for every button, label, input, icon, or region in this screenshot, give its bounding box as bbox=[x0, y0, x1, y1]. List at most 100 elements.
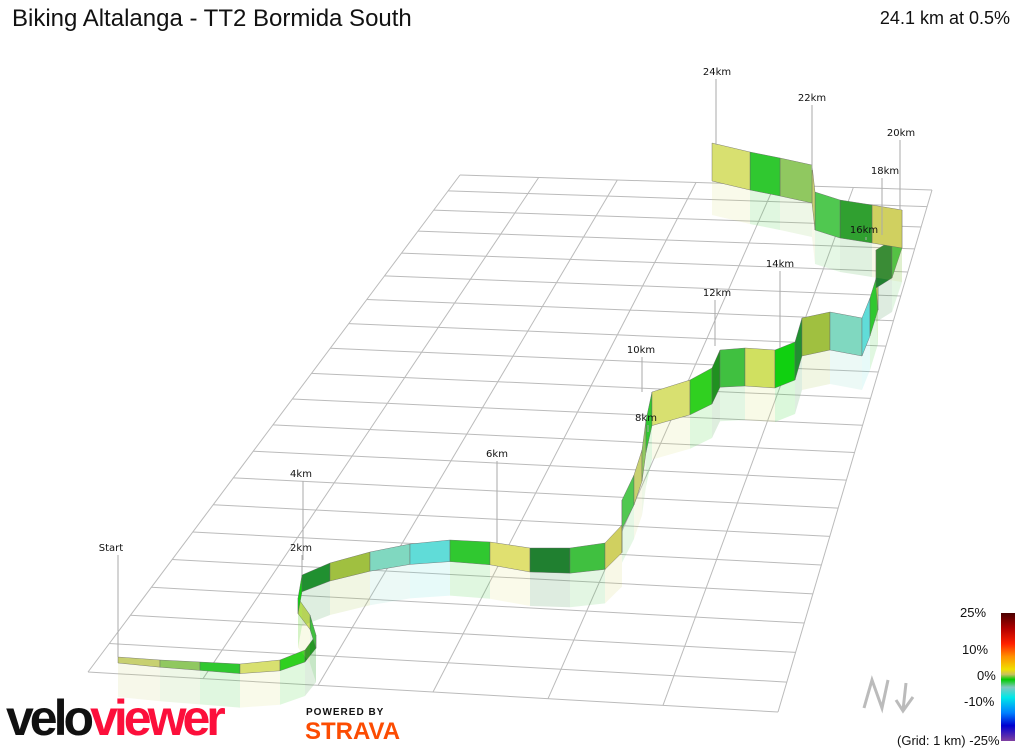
route-shadow bbox=[160, 667, 200, 705]
grid-line bbox=[151, 586, 805, 624]
legend-grid-scale: (Grid: 1 km) -25% bbox=[897, 733, 1000, 748]
km-label: 8km bbox=[635, 413, 657, 424]
route-segment bbox=[749, 151, 781, 197]
route-segment bbox=[449, 539, 491, 566]
route-shadow bbox=[410, 561, 450, 599]
grid-line bbox=[311, 372, 871, 399]
route-segment bbox=[744, 347, 776, 389]
km-label: 16km bbox=[850, 225, 878, 236]
route-shadow bbox=[646, 425, 652, 487]
route-segment bbox=[719, 347, 746, 388]
route-shadow bbox=[310, 629, 316, 683]
grid-line bbox=[253, 450, 847, 481]
grid-line bbox=[777, 189, 933, 713]
grid-scale: (Grid: 1 km) bbox=[897, 733, 966, 748]
grid-line bbox=[130, 614, 796, 653]
route-shadow bbox=[840, 238, 872, 277]
km-label: Start bbox=[99, 543, 124, 554]
route-shadow bbox=[870, 310, 878, 370]
route-shadow bbox=[490, 564, 530, 606]
grid-line bbox=[233, 477, 839, 509]
route-shadow bbox=[780, 196, 812, 237]
legend-minus10: -10% bbox=[964, 694, 995, 709]
route-segment bbox=[409, 539, 451, 565]
route-shadow bbox=[530, 572, 570, 608]
route-shadow bbox=[876, 278, 892, 322]
route-shadow bbox=[622, 505, 634, 563]
route-shadow bbox=[280, 662, 305, 705]
km-label: 20km bbox=[887, 128, 915, 139]
km-label: 14km bbox=[766, 259, 794, 270]
route-shadow bbox=[370, 564, 410, 606]
route-shadow bbox=[240, 670, 280, 708]
grid-line bbox=[384, 275, 901, 297]
legend-0: 0% bbox=[977, 668, 996, 683]
route-shadow bbox=[862, 336, 870, 390]
veloviewer-logo[interactable]: veloviewer bbox=[6, 690, 226, 746]
route-shadow bbox=[298, 613, 310, 664]
grid-line bbox=[87, 174, 461, 673]
grid bbox=[87, 174, 933, 713]
grid-line bbox=[292, 398, 863, 426]
route-shadow bbox=[634, 481, 642, 539]
route-segment bbox=[774, 341, 796, 389]
route-shadow bbox=[302, 581, 330, 626]
route-shadow bbox=[876, 288, 878, 344]
route-shadow bbox=[795, 356, 802, 414]
route-segment bbox=[829, 311, 863, 357]
route-shadow bbox=[802, 350, 830, 390]
route-shadow bbox=[830, 350, 862, 390]
route-summary: 24.1 km at 0.5% bbox=[879, 8, 1010, 28]
grid-line bbox=[87, 671, 779, 713]
route-shadow bbox=[712, 181, 750, 224]
km-markers: Start 2km 4km 6km 8km 10km 12km 14km 16km 18km 20k… bbox=[99, 67, 915, 657]
km-label: 4km bbox=[290, 469, 312, 480]
grid-line bbox=[418, 230, 915, 250]
km-label: 10km bbox=[627, 345, 655, 356]
grid-line bbox=[459, 174, 933, 191]
route-shadow bbox=[720, 386, 745, 422]
legend-10: 10% bbox=[962, 642, 989, 657]
route-shadow bbox=[652, 414, 690, 460]
route-ribbon bbox=[117, 142, 903, 708]
route-shadow bbox=[118, 663, 160, 702]
route-shadow bbox=[872, 243, 902, 282]
route-shadow bbox=[642, 452, 646, 516]
route-segment bbox=[779, 157, 813, 204]
route-shadow bbox=[892, 248, 902, 312]
grid-line bbox=[109, 643, 787, 683]
logo-velo: velo bbox=[6, 690, 94, 746]
grid-line bbox=[317, 179, 618, 686]
km-label: 2km bbox=[290, 543, 312, 554]
km-label: 18km bbox=[871, 166, 899, 177]
km-label: 12km bbox=[703, 288, 731, 299]
route-segment bbox=[839, 199, 873, 244]
legend-min: -25% bbox=[969, 733, 1000, 748]
route-segment bbox=[814, 191, 841, 239]
route-shadow bbox=[200, 670, 240, 708]
route-shadow bbox=[745, 386, 775, 422]
grid-line bbox=[202, 177, 540, 679]
gradient-color-bar bbox=[1001, 613, 1015, 741]
grid-line bbox=[547, 184, 776, 699]
route-shadow bbox=[450, 561, 490, 599]
strava-logo[interactable]: STRAVA bbox=[305, 718, 401, 745]
route-shadow bbox=[298, 591, 302, 648]
route-shadow bbox=[812, 203, 815, 264]
route-segment bbox=[711, 142, 751, 191]
legend-max: 25% bbox=[960, 605, 987, 620]
route-shadow bbox=[815, 230, 840, 272]
page-title: Biking Altalanga - TT2 Bormida South bbox=[12, 5, 412, 32]
route-shadow bbox=[690, 404, 712, 449]
route-segment bbox=[529, 547, 571, 574]
north-arrow-icon bbox=[862, 675, 915, 714]
route-shadow bbox=[775, 380, 795, 422]
route-segment bbox=[569, 542, 606, 574]
route-shadow bbox=[330, 571, 370, 615]
grid-line bbox=[272, 424, 855, 453]
km-label: 24km bbox=[703, 67, 731, 78]
powered-by: POWERED BY bbox=[306, 707, 385, 718]
grid-line bbox=[172, 559, 813, 595]
route-segment bbox=[801, 311, 831, 357]
